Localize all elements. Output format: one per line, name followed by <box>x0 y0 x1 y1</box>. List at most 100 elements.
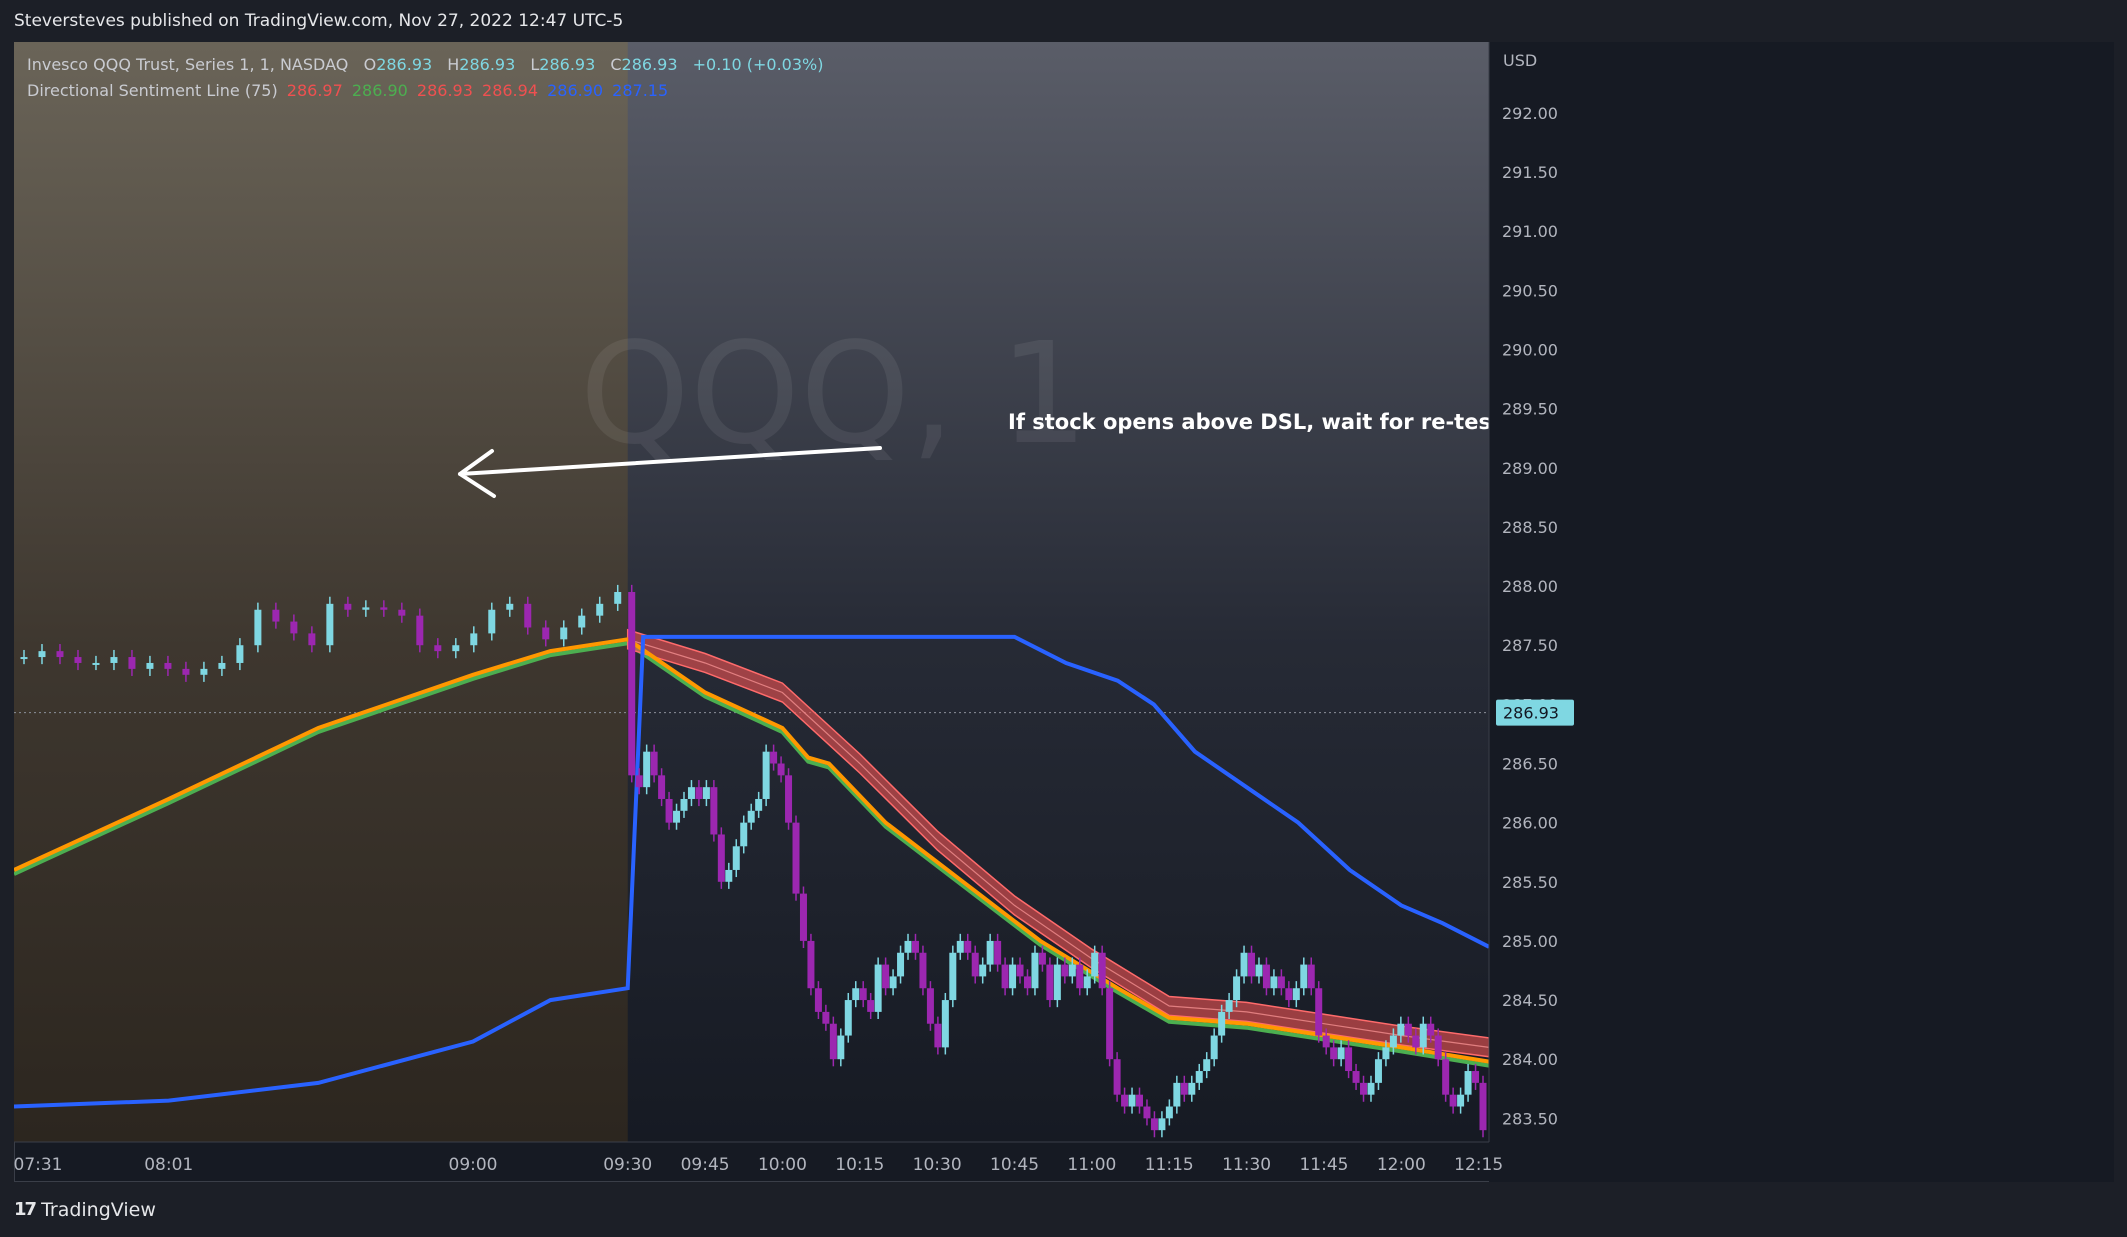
candle-body <box>1225 1000 1233 1012</box>
candle-body <box>146 662 154 669</box>
candle-body <box>1001 964 1009 989</box>
candle-body <box>1098 952 1106 989</box>
tradingview-logo-icon: 17 <box>14 1199 37 1220</box>
candle-body <box>1262 964 1270 989</box>
publisher-header: Steversteves published on TradingView.co… <box>0 0 2127 42</box>
dsl-orange-line <box>14 637 1490 1064</box>
candle-body <box>344 603 352 610</box>
y-tick-label: 285.00 <box>1502 932 1558 951</box>
y-tick-label: 284.00 <box>1502 1050 1558 1069</box>
candle-body <box>524 603 532 628</box>
candle-body <box>1307 964 1315 989</box>
currency-label: USD <box>1503 51 1537 70</box>
candle-body <box>1083 976 1091 989</box>
candle-body <box>747 810 755 823</box>
candle-body <box>807 940 815 989</box>
candle-body <box>799 893 807 941</box>
candle-body <box>74 657 82 663</box>
candle-body <box>949 952 957 1001</box>
x-tick-label: 12:15 <box>1454 1155 1503 1175</box>
candle-body <box>1352 1071 1360 1083</box>
x-tick-label: 07:31 <box>14 1155 63 1175</box>
candle-body <box>1374 1059 1382 1083</box>
tradingview-brand[interactable]: 17 TradingView <box>14 1199 156 1221</box>
candle-body <box>1270 976 1278 989</box>
x-tick-label: 11:45 <box>1299 1155 1348 1175</box>
candle-body <box>1233 976 1241 1001</box>
price-chart[interactable]: QQQ, 1If stock opens above DSL, wait for… <box>14 42 2114 1182</box>
candle-body <box>994 940 1002 965</box>
candle-body <box>398 609 406 616</box>
indicator-legend-row[interactable]: Directional Sentiment Line (75) 286.97 2… <box>27 78 823 104</box>
candle-body <box>941 1000 949 1048</box>
indicator-values: 286.97 286.90 286.93 286.94 286.90 287.1… <box>283 81 668 100</box>
x-tick-label: 11:00 <box>1067 1155 1116 1175</box>
x-tick-label: 12:00 <box>1377 1155 1426 1175</box>
candle-body <box>1434 1035 1442 1060</box>
x-tick-label: 09:00 <box>449 1155 498 1175</box>
high-value: 286.93 <box>459 55 516 74</box>
y-tick-label: 290.00 <box>1502 341 1558 360</box>
y-tick-label: 287.50 <box>1502 636 1558 655</box>
candle-body <box>1300 964 1308 989</box>
open-value: 286.93 <box>376 55 433 74</box>
candle-body <box>770 751 778 764</box>
candle-body <box>1277 976 1285 989</box>
candle-body <box>1330 1047 1338 1060</box>
candle-body <box>1009 964 1017 989</box>
dsl-green-line <box>14 641 1490 1068</box>
candle-body <box>1382 1047 1390 1060</box>
symbol-legend-row[interactable]: Invesco QQQ Trust, Series 1, 1, NASDAQ O… <box>27 52 823 78</box>
candle-body <box>986 940 994 965</box>
y-tick-label: 288.50 <box>1502 518 1558 537</box>
candle-body <box>1038 952 1046 965</box>
candle-body <box>882 964 890 989</box>
candle-body <box>1165 1106 1173 1119</box>
annotation-text: If stock opens above DSL, wait for re-te… <box>1008 410 1501 434</box>
candle-body <box>650 751 658 776</box>
y-tick-label: 289.50 <box>1502 400 1558 419</box>
x-tick-label: 10:00 <box>758 1155 807 1175</box>
candle-body <box>1016 964 1024 977</box>
candle-body <box>614 592 622 604</box>
indicator-value-2: 286.90 <box>346 81 408 100</box>
candle-body <box>1106 988 1114 1060</box>
indicator-value-6: 287.15 <box>607 81 669 100</box>
open-label: O <box>363 55 377 74</box>
y-tick-label: 284.50 <box>1502 991 1558 1010</box>
change-value: +0.10 (+0.03%) <box>692 55 824 74</box>
candle-body <box>1389 1035 1397 1048</box>
premarket-shade <box>14 42 628 1142</box>
candle-body <box>1427 1023 1435 1036</box>
candle-body <box>416 615 424 646</box>
candle-body <box>1360 1082 1368 1095</box>
candle-body <box>635 775 643 788</box>
candle-body <box>578 615 586 628</box>
candle-body <box>92 662 100 665</box>
candle-body <box>38 651 46 658</box>
candle-body <box>1472 1071 1480 1083</box>
y-tick-label: 288.00 <box>1502 577 1558 596</box>
candle-body <box>1091 952 1099 977</box>
close-value: 286.93 <box>621 55 678 74</box>
candle-body <box>434 645 442 652</box>
candle-body <box>1210 1035 1218 1060</box>
candle-body <box>110 657 118 663</box>
candle-body <box>1150 1118 1158 1131</box>
footer: 17 TradingView <box>0 1182 2127 1237</box>
candle-body <box>1255 964 1263 977</box>
candle-body <box>643 751 651 788</box>
candle-body <box>1076 964 1084 989</box>
candle-body <box>1315 988 1323 1036</box>
candle-body <box>1412 1035 1420 1048</box>
candle-body <box>1404 1023 1412 1036</box>
candle-body <box>1031 952 1039 989</box>
candle-body <box>740 822 748 847</box>
candle-body <box>859 988 867 1001</box>
symbol-name: Invesco QQQ Trust, Series 1, 1, NASDAQ <box>27 55 349 74</box>
candle-body <box>762 751 770 799</box>
candle-body <box>1367 1082 1375 1095</box>
candle-body <box>1188 1082 1196 1095</box>
candle-body <box>1046 964 1054 1001</box>
candle-body <box>1173 1082 1181 1107</box>
